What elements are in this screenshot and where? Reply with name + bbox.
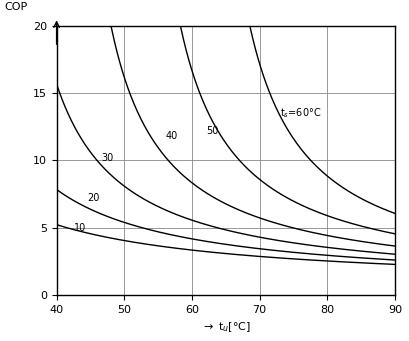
- Text: 30: 30: [101, 152, 113, 163]
- Y-axis label: COP: COP: [4, 2, 28, 12]
- Text: 20: 20: [88, 193, 100, 203]
- Text: 40: 40: [166, 131, 178, 141]
- Text: 10: 10: [74, 223, 86, 233]
- Text: t$_s$=60°C: t$_s$=60°C: [280, 106, 321, 120]
- X-axis label: $\rightarrow$ t$_u$[°C]: $\rightarrow$ t$_u$[°C]: [201, 320, 251, 334]
- Text: 50: 50: [206, 125, 218, 136]
